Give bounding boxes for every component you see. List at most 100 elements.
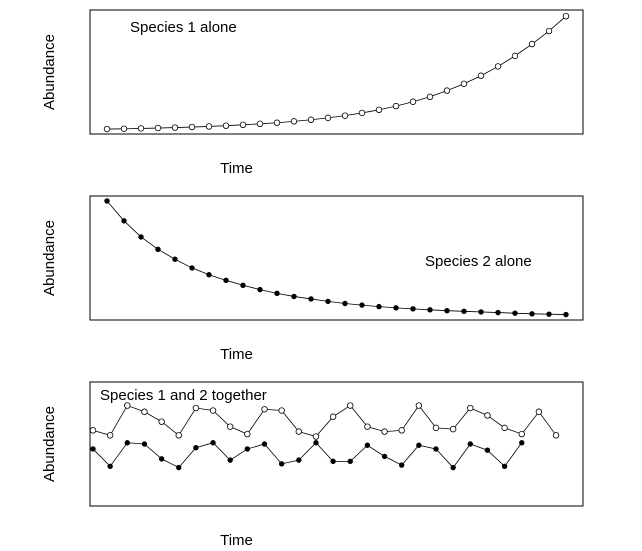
series-line xyxy=(106,15,567,130)
data-point xyxy=(244,446,251,452)
data-point xyxy=(312,433,320,440)
data-point xyxy=(341,112,349,119)
data-point xyxy=(501,424,508,432)
data-point xyxy=(193,445,199,451)
data-point xyxy=(359,302,365,308)
data-point xyxy=(239,121,247,129)
data-point xyxy=(290,118,298,125)
data-point xyxy=(103,125,111,133)
data-point xyxy=(158,418,165,425)
data-point xyxy=(381,453,388,460)
plot-frame xyxy=(89,9,584,135)
data-point xyxy=(176,464,182,471)
data-point xyxy=(529,311,535,317)
data-point xyxy=(137,125,145,132)
data-point xyxy=(155,246,161,253)
data-point xyxy=(244,430,251,438)
y-axis-label: Abundance xyxy=(41,34,58,110)
plot-frame xyxy=(89,381,584,507)
data-point xyxy=(313,440,319,446)
data-point xyxy=(484,412,491,419)
data-point xyxy=(256,120,264,128)
data-point xyxy=(398,427,405,434)
data-point xyxy=(562,13,570,20)
data-point xyxy=(358,109,366,117)
data-point xyxy=(261,441,268,447)
data-point xyxy=(443,87,451,94)
data-point xyxy=(347,402,354,409)
data-point xyxy=(511,52,519,60)
data-point xyxy=(107,463,113,470)
data-point xyxy=(519,440,525,446)
data-point xyxy=(106,432,114,439)
data-point xyxy=(124,402,131,409)
data-point xyxy=(415,402,423,409)
data-point xyxy=(416,442,422,448)
data-point xyxy=(426,93,434,100)
data-point xyxy=(449,425,457,433)
data-point xyxy=(274,290,280,297)
data-point xyxy=(461,308,467,315)
data-point xyxy=(172,256,178,262)
data-point xyxy=(324,114,332,122)
data-point xyxy=(257,286,263,293)
data-point xyxy=(209,407,217,414)
data-point xyxy=(484,447,491,453)
data-point xyxy=(205,123,213,130)
data-point xyxy=(563,311,569,318)
data-point xyxy=(330,458,336,465)
series-line xyxy=(92,442,523,469)
data-point xyxy=(141,408,148,415)
data-point xyxy=(227,457,233,463)
data-point xyxy=(477,72,485,79)
data-point xyxy=(467,404,474,412)
data-point xyxy=(444,308,450,314)
data-point xyxy=(528,40,536,48)
annotation: Species 1 alone xyxy=(130,19,237,36)
data-point xyxy=(364,423,371,430)
data-point xyxy=(171,124,179,131)
data-point xyxy=(192,404,200,412)
y-axis-label: Abundance xyxy=(41,220,58,296)
data-point xyxy=(308,296,314,302)
data-point xyxy=(381,428,388,435)
data-point xyxy=(512,310,518,316)
plot-frame xyxy=(89,195,584,321)
data-point xyxy=(535,408,543,415)
data-point xyxy=(278,461,285,467)
data-point xyxy=(210,440,216,446)
data-point xyxy=(545,27,553,35)
data-point xyxy=(206,272,212,278)
data-point xyxy=(375,106,383,114)
data-point xyxy=(138,234,144,240)
data-point xyxy=(261,406,268,413)
data-point xyxy=(552,432,560,439)
data-point xyxy=(478,309,484,315)
x-axis-label: Time xyxy=(220,160,253,177)
data-point xyxy=(410,306,416,312)
data-point xyxy=(364,442,371,448)
data-point xyxy=(307,116,315,123)
data-point xyxy=(427,307,433,313)
data-point xyxy=(223,277,229,284)
data-point xyxy=(460,80,468,87)
data-point xyxy=(222,122,230,129)
data-point xyxy=(189,265,195,271)
data-point xyxy=(399,462,405,468)
data-point xyxy=(494,63,502,70)
data-point xyxy=(141,441,148,447)
data-point xyxy=(409,98,417,105)
data-point xyxy=(90,446,96,452)
data-point xyxy=(329,413,337,420)
data-point xyxy=(273,119,281,126)
series-line xyxy=(92,404,557,438)
data-point xyxy=(175,432,182,439)
data-point xyxy=(518,430,525,438)
data-point xyxy=(291,293,297,300)
data-point xyxy=(450,464,456,471)
series-line xyxy=(106,200,567,315)
data-point xyxy=(121,218,127,224)
data-point xyxy=(432,424,440,432)
data-point xyxy=(467,441,473,447)
